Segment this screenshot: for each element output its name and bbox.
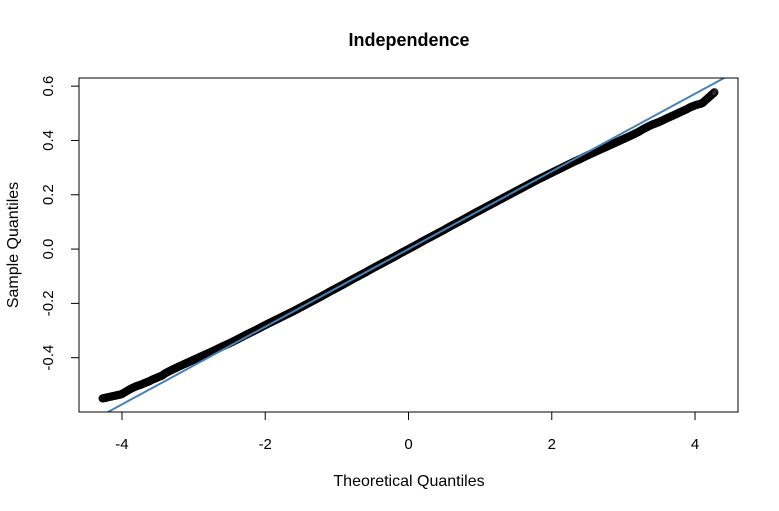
data-point — [707, 90, 716, 99]
y-tick-label: 0.2 — [40, 184, 57, 205]
y-tick-label: -0.4 — [40, 345, 57, 371]
x-tick-label: 4 — [691, 436, 699, 453]
reference-line-group — [105, 78, 727, 412]
data-point — [708, 89, 717, 99]
reference-line — [105, 78, 727, 412]
y-tick-label: 0.4 — [40, 130, 57, 151]
y-axis: -0.4 -0.2 0.0 0.2 0.4 0.6 — [40, 76, 80, 371]
y-tick-label: -0.2 — [40, 290, 57, 316]
chart-title: Independence — [348, 30, 469, 50]
x-tick-label: 2 — [548, 436, 556, 453]
plot-area — [78, 77, 739, 413]
y-axis-label: Sample Quantiles — [5, 182, 22, 308]
x-axis: -4 -2 0 2 4 — [115, 411, 699, 453]
y-tick-label: 0.6 — [40, 76, 57, 97]
x-axis-label: Theoretical Quantiles — [333, 473, 484, 490]
data-point — [709, 89, 718, 98]
x-tick-label: 0 — [404, 436, 412, 453]
y-tick-label: 0.0 — [40, 239, 57, 260]
x-tick-label: -2 — [259, 436, 272, 453]
x-tick-label: -4 — [115, 436, 128, 453]
data-point — [710, 88, 719, 97]
data-points — [98, 88, 719, 403]
